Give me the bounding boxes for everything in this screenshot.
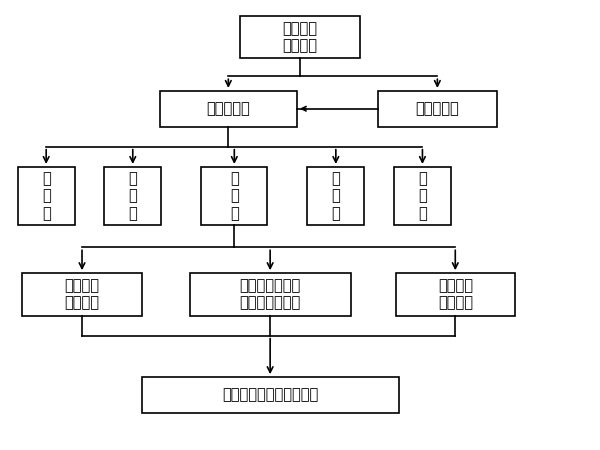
Text: 试
验
组: 试 验 组 bbox=[418, 171, 427, 221]
Text: 桥
梁
组: 桥 梁 组 bbox=[42, 171, 50, 221]
Bar bbox=[377, 91, 497, 126]
Bar bbox=[160, 91, 297, 126]
Text: 项目经理
总工程师: 项目经理 总工程师 bbox=[283, 21, 317, 54]
Text: 工程技术部: 工程技术部 bbox=[415, 101, 459, 116]
Bar bbox=[240, 16, 360, 58]
Text: 施工工艺、施工
过程的质量监控: 施工工艺、施工 过程的质量监控 bbox=[239, 278, 301, 310]
Bar bbox=[22, 273, 142, 315]
Bar bbox=[190, 273, 351, 315]
Bar bbox=[394, 167, 451, 225]
Text: 测
放
组: 测 放 组 bbox=[230, 171, 239, 221]
Text: 质量监控部: 质量监控部 bbox=[206, 101, 250, 116]
Text: 电
气
组: 电 气 组 bbox=[128, 171, 137, 221]
Bar bbox=[18, 167, 74, 225]
Bar bbox=[307, 167, 364, 225]
Text: 材
料
组: 材 料 组 bbox=[331, 171, 340, 221]
Text: 投入品的
质量监控: 投入品的 质量监控 bbox=[65, 278, 100, 310]
Bar bbox=[142, 377, 398, 413]
Bar bbox=[202, 167, 267, 225]
Text: 实现施工全过程质量监控: 实现施工全过程质量监控 bbox=[222, 387, 318, 402]
Bar bbox=[395, 273, 515, 315]
Bar bbox=[104, 167, 161, 225]
Text: 产出品的
质量监控: 产出品的 质量监控 bbox=[438, 278, 473, 310]
